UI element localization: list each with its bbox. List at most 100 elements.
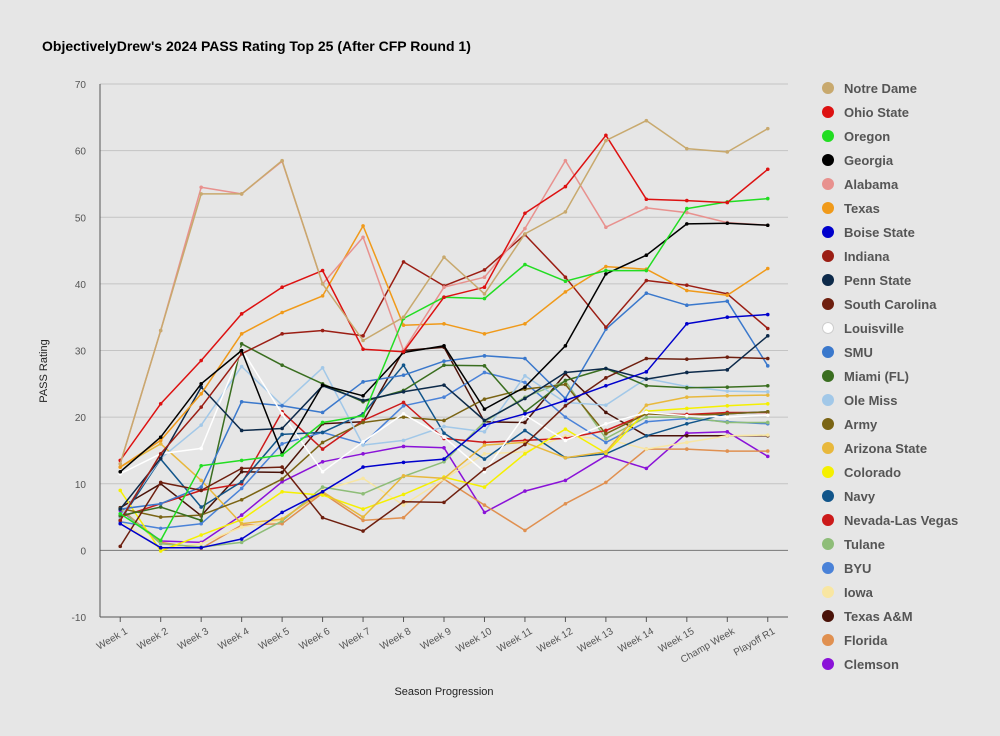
data-point [523, 322, 527, 326]
legend-swatch [822, 658, 834, 670]
data-point [482, 503, 487, 507]
data-point [239, 428, 244, 433]
data-point [644, 278, 649, 283]
legend-label: Miami (FL) [844, 368, 909, 384]
data-point [239, 540, 244, 545]
series-texas [118, 224, 770, 469]
legend: Notre Dame Ohio State Oregon Georgia Alabama… [822, 76, 1000, 676]
data-point [199, 485, 203, 489]
data-point [685, 421, 689, 426]
x-tick-label: Playoff R1 [732, 626, 778, 659]
data-point [361, 443, 365, 447]
x-tick-label: Week 8 [378, 626, 413, 653]
data-point [644, 118, 649, 123]
data-point [199, 463, 203, 468]
data-point [563, 455, 568, 460]
data-point [361, 380, 365, 384]
data-point [158, 441, 163, 446]
series-boise-state [118, 312, 770, 550]
data-point [604, 440, 608, 445]
data-point [523, 451, 527, 456]
legend-swatch [822, 634, 834, 646]
data-point [725, 403, 730, 408]
legend-swatch [822, 274, 834, 286]
legend-label: South Carolina [844, 296, 937, 312]
data-point [482, 451, 487, 456]
data-point [158, 480, 163, 485]
legend-label: Texas [844, 200, 880, 216]
data-point [523, 442, 527, 447]
legend-label: Texas A&M [844, 608, 913, 624]
data-point [401, 438, 406, 443]
data-point [482, 275, 487, 280]
legend-item: Georgia [822, 148, 1000, 172]
series-notre-dame [118, 118, 770, 466]
data-point [644, 356, 649, 361]
data-point [442, 500, 446, 505]
data-point [401, 403, 406, 408]
data-point [239, 517, 244, 522]
legend-swatch [822, 346, 834, 358]
y-tick-label: 0 [80, 546, 86, 557]
data-point [361, 338, 365, 343]
data-point [239, 486, 244, 491]
legend-label: Colorado [844, 464, 902, 480]
data-point [725, 368, 730, 372]
legend-item: Texas [822, 196, 1000, 220]
data-point [725, 355, 730, 359]
data-point [523, 428, 527, 433]
legend-label: SMU [844, 344, 873, 360]
series-line [119, 159, 768, 465]
data-point [361, 439, 365, 444]
data-point [685, 386, 689, 390]
legend-swatch [822, 394, 834, 406]
data-point [604, 268, 608, 273]
data-point [644, 433, 649, 438]
legend-swatch [822, 418, 834, 430]
data-point [482, 423, 487, 427]
legend-item: Colorado [822, 460, 1000, 484]
data-point [320, 515, 325, 520]
data-point [482, 370, 487, 375]
data-point [320, 328, 325, 333]
legend-item: Louisville [822, 316, 1000, 340]
data-point [563, 210, 568, 214]
data-point [604, 272, 608, 276]
x-tick-label: Week 11 [496, 626, 535, 655]
data-point [442, 424, 446, 429]
legend-swatch [822, 298, 834, 310]
legend-item: BYU [822, 556, 1000, 580]
data-point [563, 158, 568, 163]
data-point [239, 348, 244, 353]
x-tick-label: Week 5 [257, 626, 292, 653]
data-point [523, 420, 527, 425]
data-point [199, 518, 203, 523]
data-point [482, 440, 487, 445]
legend-item: Notre Dame [822, 76, 1000, 100]
data-point [523, 211, 527, 216]
data-point [320, 282, 325, 286]
data-point [482, 407, 487, 411]
data-point [725, 389, 730, 393]
data-point [199, 505, 203, 509]
data-point [401, 323, 406, 327]
series-oregon [118, 196, 770, 543]
data-point [199, 392, 203, 396]
data-point [199, 521, 203, 526]
data-point [563, 344, 568, 348]
legend-swatch [822, 106, 834, 118]
data-point [361, 413, 365, 418]
data-point [604, 133, 608, 138]
data-point [523, 528, 527, 533]
data-point [158, 526, 163, 531]
data-point [523, 232, 527, 236]
data-point [644, 447, 649, 451]
data-point [401, 492, 406, 497]
data-point [199, 423, 203, 427]
data-point [482, 296, 487, 301]
data-point [442, 459, 446, 464]
legend-item: Indiana [822, 244, 1000, 268]
legend-item: Texas A&M [822, 604, 1000, 628]
data-point [765, 167, 770, 172]
data-point [118, 465, 123, 469]
